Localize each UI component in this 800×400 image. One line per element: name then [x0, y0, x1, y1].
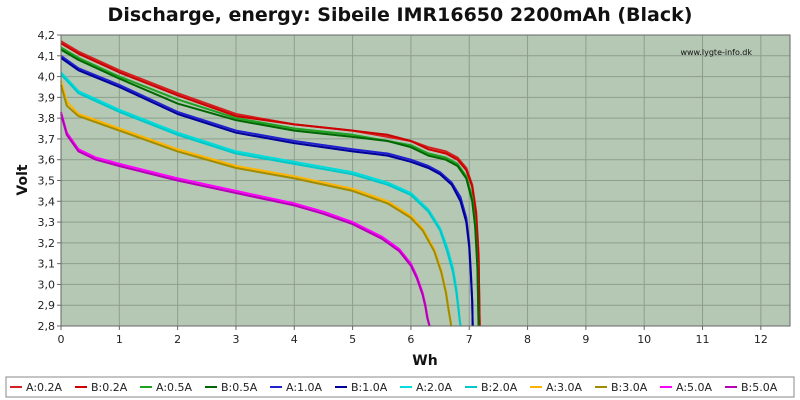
x-tick-label: 1	[116, 333, 123, 346]
legend-label: A:1.0A	[286, 381, 323, 394]
legend-label: B:0.2A	[91, 381, 128, 394]
y-tick-label: 4,2	[38, 29, 56, 42]
legend-label: A:2.0A	[416, 381, 453, 394]
x-tick-label: 6	[407, 333, 414, 346]
x-axis-ticks: 0 1 2 3 4 5 6 7 8 9 10 11 12	[58, 326, 768, 346]
x-tick-label: 7	[466, 333, 473, 346]
series-layer	[60, 40, 481, 327]
x-tick-label: 11	[696, 333, 710, 346]
series-line	[60, 48, 480, 327]
y-tick-label: 3,8	[38, 112, 56, 125]
y-tick-label: 3,6	[38, 154, 56, 167]
x-tick-label: 4	[291, 333, 298, 346]
legend-label: A:5.0A	[676, 381, 713, 394]
x-tick-label: 3	[232, 333, 239, 346]
legend-label: A:0.2A	[26, 381, 63, 394]
y-tick-label: 4,0	[38, 71, 56, 84]
legend-label: B:2.0A	[481, 381, 518, 394]
y-axis-label: Volt	[15, 164, 31, 195]
x-tick-label: 5	[349, 333, 356, 346]
y-tick-label: 3,5	[38, 175, 56, 188]
x-tick-label: 2	[174, 333, 181, 346]
y-axis-ticks: 2,8 2,9 3,0 3,1 3,2 3,3 3,4 3,5 3,6 3,7 3,8 3,9 4,0 4…	[38, 29, 61, 333]
x-tick-label: 12	[754, 333, 768, 346]
legend-label: B:1.0A	[351, 381, 388, 394]
y-tick-label: 3,3	[38, 216, 56, 229]
x-tick-label: 10	[637, 333, 651, 346]
y-tick-label: 4,1	[38, 50, 56, 63]
legend: A:0.2A B:0.2A A:0.5A B:0.5A A:1.0A B:1.0A A:2.…	[10, 381, 778, 394]
series-line	[60, 73, 462, 327]
legend-label: A:0.5A	[156, 381, 193, 394]
series-line	[60, 84, 453, 327]
y-tick-label: 2,9	[38, 299, 56, 312]
y-tick-label: 3,1	[38, 258, 56, 271]
y-tick-label: 3,7	[38, 133, 56, 146]
x-tick-label: 9	[582, 333, 589, 346]
watermark: www.lygte-info.dk	[680, 48, 752, 57]
y-tick-label: 3,2	[38, 237, 56, 250]
series-line	[60, 113, 431, 327]
x-tick-label: 8	[524, 333, 531, 346]
x-axis-label: Wh	[412, 353, 437, 369]
legend-label: B:5.0A	[741, 381, 778, 394]
legend-label: A:3.0A	[546, 381, 583, 394]
y-tick-label: 3,4	[38, 195, 56, 208]
legend-label: B:3.0A	[611, 381, 648, 394]
chart-title: Discharge, energy: Sibeile IMR16650 2200…	[108, 4, 693, 26]
series-line	[60, 42, 481, 327]
x-tick-label: 0	[58, 333, 65, 346]
series-line	[60, 57, 474, 327]
y-tick-label: 3,0	[38, 278, 56, 291]
y-tick-label: 3,9	[38, 91, 56, 104]
y-tick-label: 2,8	[38, 320, 56, 333]
legend-label: B:0.5A	[221, 381, 258, 394]
